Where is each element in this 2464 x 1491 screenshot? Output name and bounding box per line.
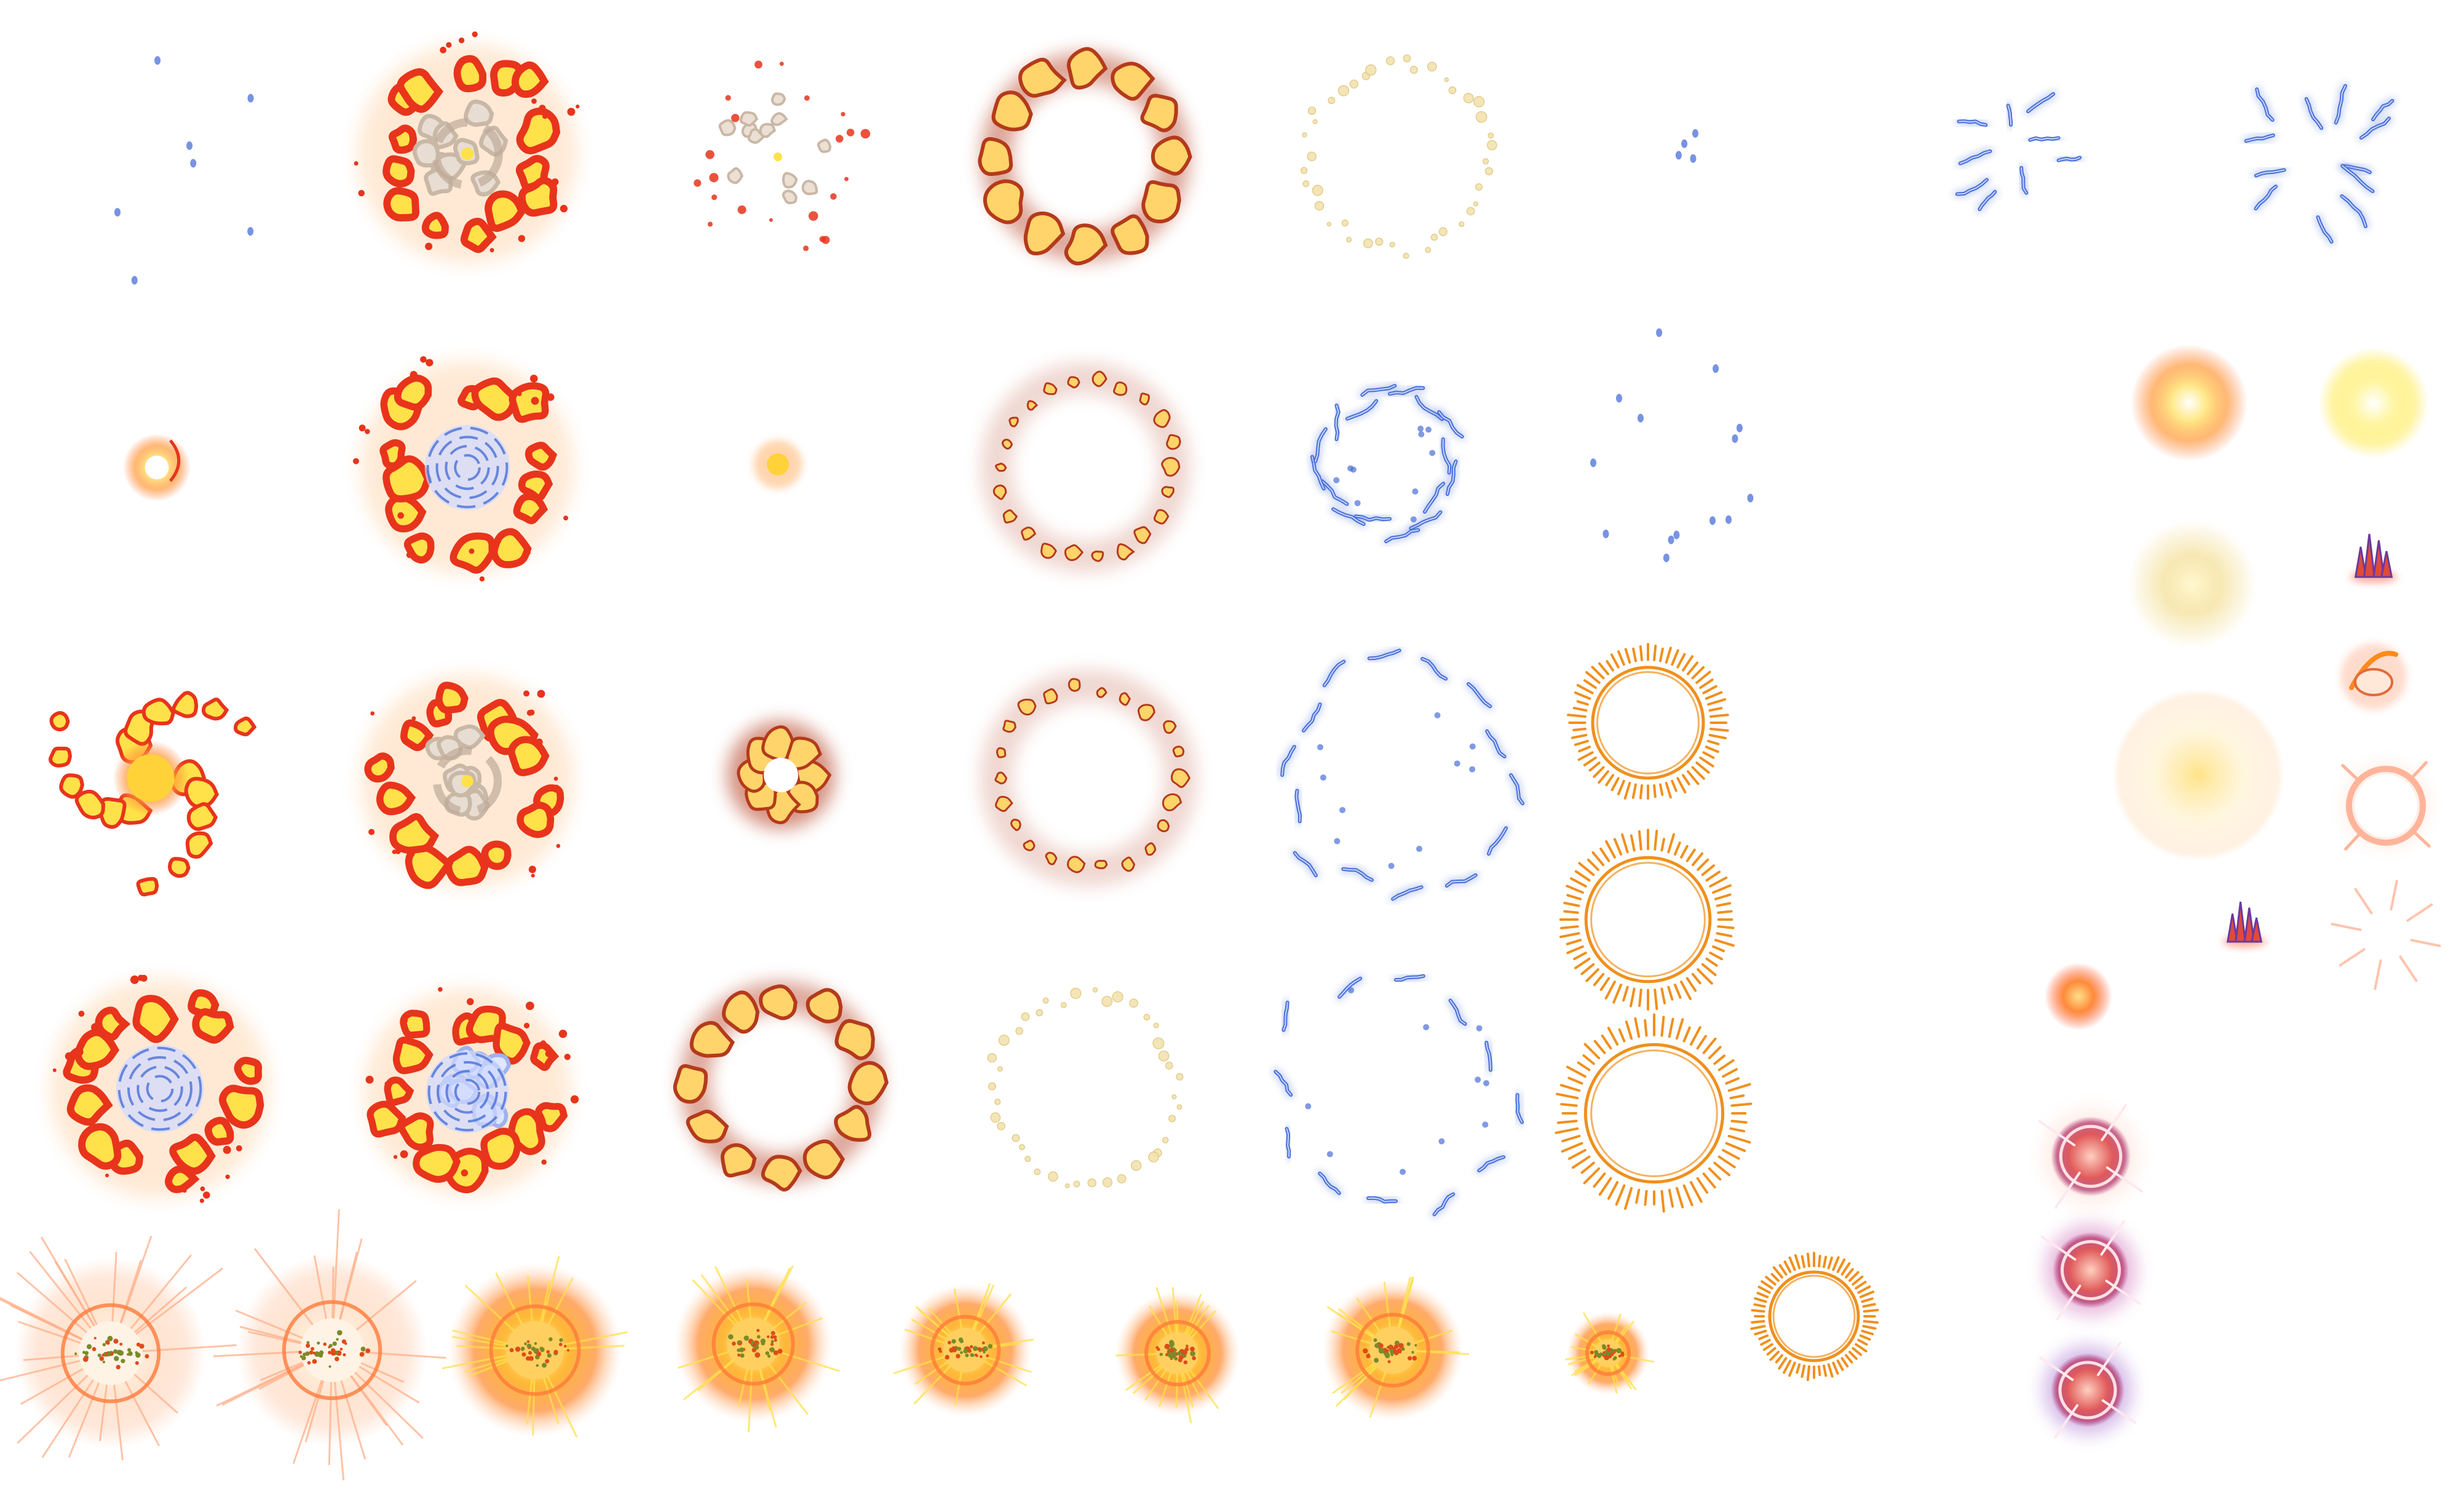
burst-orb-5 <box>893 1282 1034 1417</box>
glow-orb-orange <box>2131 344 2248 461</box>
burst-orb-6 <box>1115 1287 1240 1423</box>
burst-orb-7 <box>1322 1276 1470 1421</box>
flame-swirl <box>2340 643 2407 710</box>
explosion-ring-cloud <box>978 47 1192 266</box>
impact-ring-pink <box>2038 1103 2144 1209</box>
ring-flare <box>2341 761 2431 851</box>
fire-vortex-blue-core <box>352 356 574 582</box>
burst-orb-1 <box>0 1236 237 1461</box>
electric-ring-wide <box>1278 647 1526 902</box>
glow-orb-pale <box>2128 520 2257 649</box>
fire-vortex-blue-smoke <box>364 987 579 1195</box>
glow-orb-yellow <box>2318 348 2429 458</box>
smoke-puff-sparse <box>694 60 871 252</box>
crystal-flame <box>2350 533 2398 583</box>
fire-spiral-orb <box>49 691 257 897</box>
glow-orb-red <box>2045 963 2112 1030</box>
burst-orb-2 <box>213 1209 446 1481</box>
explosion-cloud-small <box>727 721 835 829</box>
sunburst-ring-small <box>1750 1252 1879 1382</box>
flare-streaks <box>2331 880 2441 990</box>
fireball-small <box>123 434 191 501</box>
electric-bolt-burst <box>2243 82 2396 245</box>
sprites-layer <box>0 31 2441 1481</box>
electric-bolt-cluster <box>1954 90 2083 213</box>
burst-orb-4 <box>674 1265 840 1432</box>
glow-halo-large <box>2112 689 2284 861</box>
electric-ring-scatter <box>1590 328 1754 562</box>
electric-sparks-small <box>1675 129 1698 163</box>
explosion-cloud-large <box>673 981 889 1192</box>
electric-ring-scatter-large <box>1272 972 1526 1218</box>
sunburst-ring-medium <box>1559 829 1735 1011</box>
burst-orb-3 <box>442 1256 628 1438</box>
explosion-ring-broken <box>980 362 1190 573</box>
burst-orb-8 <box>1565 1311 1655 1395</box>
explosion-ring-fragments <box>980 669 1197 887</box>
fire-vortex-smoke <box>360 674 574 889</box>
impact-ring-purple <box>2039 1342 2136 1439</box>
electric-ring <box>1309 382 1466 545</box>
impact-ring-red <box>2040 1220 2141 1321</box>
spark-dust-ring <box>1300 54 1497 259</box>
fire-vortex-blue-large <box>50 974 270 1203</box>
fire-vortex <box>354 31 580 264</box>
sunburst-ring-large <box>1555 1013 1753 1213</box>
spark-dust-ring-large <box>987 987 1184 1188</box>
sunburst-ring <box>1567 643 1729 800</box>
electric-sparks <box>114 56 254 285</box>
crystal-flame-small <box>2222 901 2267 948</box>
ember-dot <box>753 440 802 489</box>
